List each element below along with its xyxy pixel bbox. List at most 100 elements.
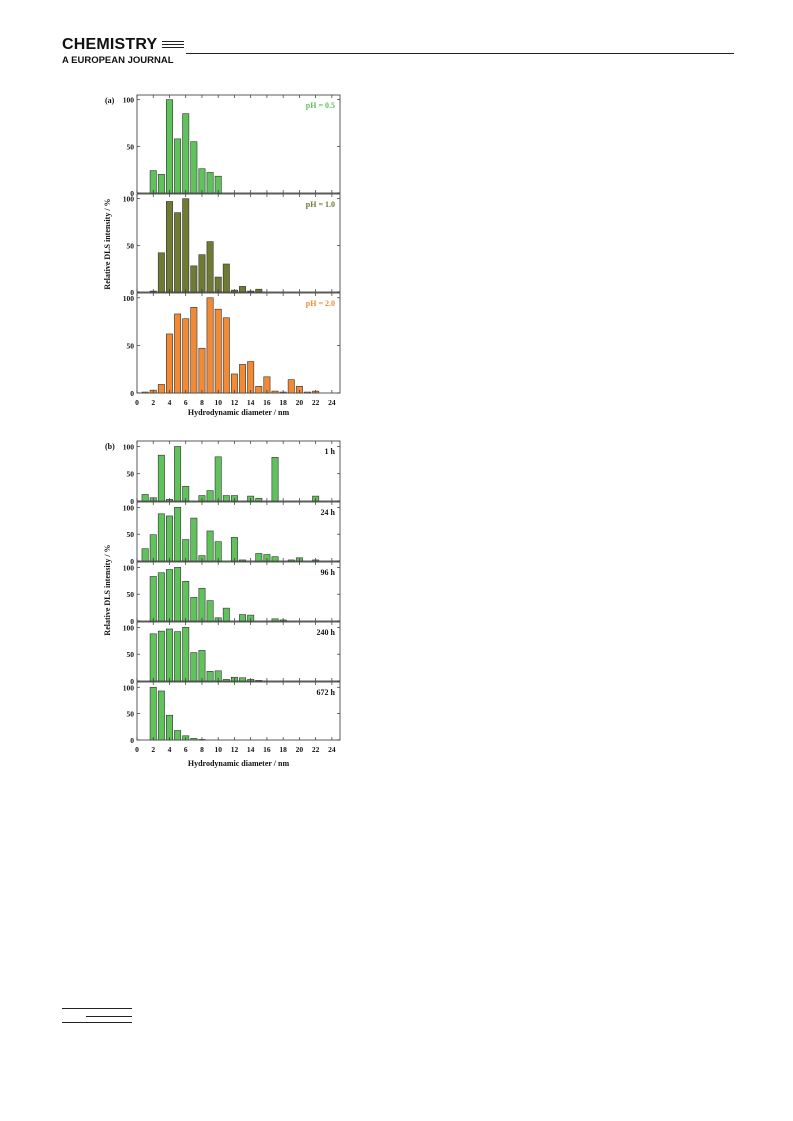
y-tick-label: 0 — [130, 736, 134, 745]
bar — [166, 99, 173, 194]
bar — [287, 379, 295, 394]
bar — [190, 517, 198, 562]
bar — [239, 286, 247, 293]
subplot-frame — [136, 681, 341, 741]
series-label: 240 h — [317, 628, 336, 637]
bar — [182, 198, 190, 293]
bar — [182, 539, 190, 562]
x-tick-label: 20 — [296, 398, 304, 407]
series-label: 1 h — [325, 447, 336, 456]
x-axis-label: Hydrodynamic diameter / nm — [188, 408, 290, 417]
bar — [174, 313, 182, 394]
series-label: 24 h — [321, 508, 336, 517]
bar — [157, 572, 165, 622]
y-tick-label: 0 — [130, 677, 134, 686]
y-tick-label: 0 — [130, 617, 134, 626]
x-tick-label: 8 — [200, 745, 204, 754]
subplot-frame — [136, 561, 341, 622]
x-tick-label: 6 — [184, 745, 188, 754]
subplot-frame — [136, 440, 341, 502]
bar — [206, 530, 214, 562]
footnote-rule — [86, 1016, 132, 1017]
footnote-rule — [62, 1022, 132, 1023]
footnote-rule — [62, 1008, 132, 1009]
bar — [239, 614, 247, 622]
bar — [149, 576, 157, 622]
x-tick-label: 24 — [328, 398, 336, 407]
bar — [271, 390, 279, 394]
bar — [230, 537, 238, 562]
bar — [304, 391, 311, 394]
bar — [182, 113, 190, 194]
bar — [182, 627, 190, 682]
bar — [206, 241, 214, 293]
series-label: 672 h — [317, 688, 336, 697]
x-tick-label: 22 — [312, 398, 320, 407]
bar — [255, 680, 263, 682]
bar — [255, 386, 263, 394]
x-tick-label: 4 — [168, 398, 172, 407]
bar — [174, 507, 182, 562]
y-tick-label: 0 — [130, 557, 134, 566]
bar — [206, 490, 214, 502]
x-tick-label: 22 — [312, 745, 320, 754]
bar — [174, 446, 182, 502]
subplot-frame — [136, 501, 341, 562]
bar — [214, 308, 222, 394]
bar — [190, 306, 198, 394]
series-label: 96 h — [321, 568, 336, 577]
bar — [157, 174, 165, 194]
y-tick-label: 50 — [127, 710, 135, 719]
x-tick-label: 10 — [214, 745, 222, 754]
journal-title: CHEMISTRY — [62, 36, 158, 53]
y-tick-label: 100 — [123, 503, 135, 512]
bar — [222, 607, 230, 622]
bar — [190, 141, 198, 194]
x-tick-label: 0 — [135, 398, 139, 407]
series-label: pH = 1.0 — [306, 200, 335, 209]
x-tick-label: 2 — [151, 745, 155, 754]
x-tick-label: 8 — [200, 398, 204, 407]
x-tick-label: 18 — [279, 398, 287, 407]
bar — [198, 650, 206, 682]
bar — [190, 597, 198, 622]
y-tick-label: 50 — [127, 341, 135, 350]
bar — [157, 454, 165, 502]
bar — [157, 513, 165, 562]
y-tick-label: 0 — [130, 497, 134, 506]
bar — [166, 515, 173, 562]
bar — [271, 457, 279, 502]
y-tick-label: 100 — [123, 195, 135, 204]
bar — [255, 497, 263, 502]
x-tick-label: 0 — [135, 745, 139, 754]
bar — [239, 559, 247, 562]
bar — [174, 730, 182, 741]
y-tick-label: 50 — [127, 590, 135, 599]
bar — [149, 170, 157, 194]
bar — [198, 347, 206, 394]
bar — [255, 553, 263, 562]
bar — [239, 677, 247, 682]
bar — [198, 254, 206, 293]
bar — [166, 714, 173, 741]
bar — [222, 679, 230, 682]
x-tick-label: 10 — [214, 398, 222, 407]
x-tick-label: 16 — [263, 745, 271, 754]
y-tick-label: 100 — [123, 294, 135, 303]
bar — [174, 567, 182, 622]
x-tick-label: 2 — [151, 398, 155, 407]
bar — [157, 384, 165, 394]
journal-subtitle: A EUROPEAN JOURNAL — [62, 55, 174, 66]
bar — [182, 318, 190, 394]
bar — [198, 168, 206, 194]
bar — [149, 633, 157, 682]
x-tick-label: 24 — [328, 745, 336, 754]
subplot-frame — [136, 292, 341, 394]
y-tick-label: 0 — [130, 389, 134, 398]
y-tick-label: 100 — [123, 96, 135, 105]
bar — [157, 252, 165, 293]
y-tick-label: 100 — [123, 563, 135, 572]
subplot-frame — [136, 94, 341, 194]
x-tick-label: 4 — [168, 745, 172, 754]
